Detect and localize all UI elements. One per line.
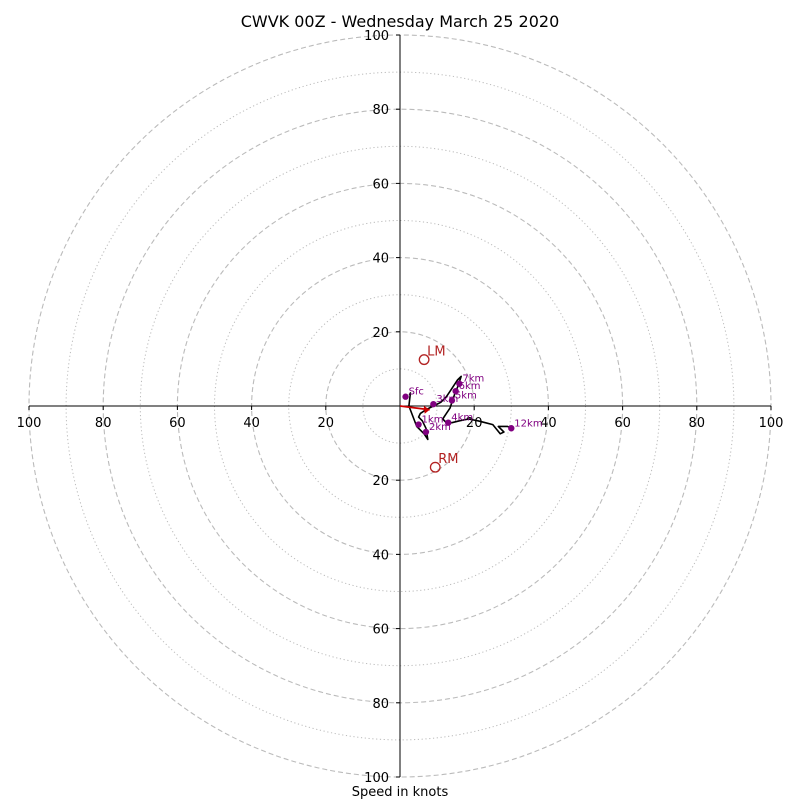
height-marker-label: 5km bbox=[455, 390, 477, 401]
x-tick-label: 100 bbox=[759, 416, 784, 431]
height-marker-dot bbox=[452, 387, 459, 395]
height-marker-dot bbox=[402, 393, 409, 400]
x-tick-label: 60 bbox=[169, 416, 186, 431]
x-tick-label: 80 bbox=[689, 416, 706, 431]
storm-motion-label: RM bbox=[438, 452, 458, 467]
x-tick-label: 80 bbox=[95, 416, 112, 431]
chart-title: CWVK 00Z - Wednesday March 25 2020 bbox=[241, 12, 560, 31]
x-tick-label: 40 bbox=[243, 416, 260, 431]
storm-motion-marker bbox=[418, 354, 430, 366]
height-marker-dot bbox=[430, 400, 437, 408]
shear-vector bbox=[399, 405, 430, 414]
y-tick-label: 40 bbox=[372, 252, 389, 267]
height-marker-label: 7km bbox=[462, 374, 484, 385]
y-tick-label: 80 bbox=[372, 697, 389, 712]
height-marker-label: 6km bbox=[459, 381, 481, 392]
hodograph-trace bbox=[408, 375, 512, 441]
x-tick-label: 60 bbox=[614, 416, 631, 431]
height-marker-dot bbox=[508, 425, 515, 432]
y-tick-label: 100 bbox=[364, 771, 389, 786]
y-tick-label: 60 bbox=[372, 177, 389, 192]
wind-trace bbox=[408, 375, 512, 441]
height-marker-dot bbox=[456, 380, 463, 387]
height-marker-label: Sfc bbox=[409, 387, 424, 398]
y-tick-label: 20 bbox=[372, 474, 389, 489]
x-tick-label: 20 bbox=[318, 416, 335, 431]
height-marker-dot bbox=[448, 397, 456, 404]
storm-motion-marker bbox=[429, 461, 441, 473]
y-tick-label: 60 bbox=[372, 623, 389, 638]
height-marker-dot bbox=[445, 419, 452, 426]
y-tick-label: 100 bbox=[364, 29, 389, 44]
storm-motion-markers: LM RM bbox=[418, 345, 458, 473]
height-marker-label: 1km bbox=[422, 415, 444, 426]
height-marker-label: 12km bbox=[514, 418, 542, 429]
x-axis-label: Speed in knots bbox=[352, 785, 449, 800]
height-marker-label: 3km bbox=[436, 394, 458, 405]
height-marker-dot bbox=[415, 421, 422, 428]
x-tick-label: 100 bbox=[17, 416, 42, 431]
height-marker-label: 4km bbox=[451, 413, 473, 424]
y-tick-label: 80 bbox=[372, 103, 389, 118]
y-tick-label: 20 bbox=[372, 326, 389, 341]
x-tick-label: 40 bbox=[540, 416, 557, 431]
y-tick-label: 40 bbox=[372, 548, 389, 563]
storm-motion-label: LM bbox=[427, 345, 445, 360]
shear-arrowhead bbox=[423, 405, 430, 414]
height-marker-label: 2km bbox=[429, 422, 451, 433]
height-marker-dot bbox=[422, 428, 430, 436]
